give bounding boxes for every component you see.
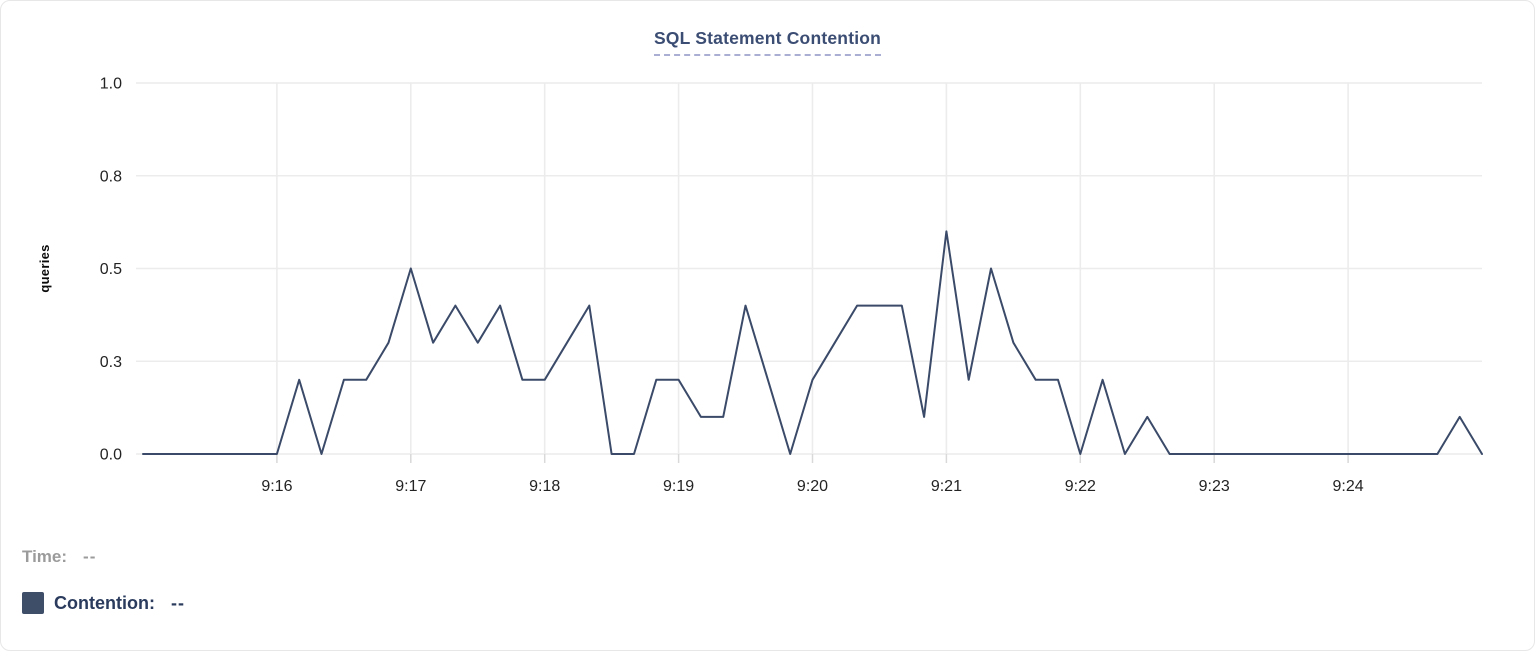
contention-series-swatch [22,592,44,614]
chart-title[interactable]: SQL Statement Contention [653,28,882,56]
svg-text:9:24: 9:24 [1333,478,1364,495]
contention-value: -- [170,592,185,613]
time-value: -- [83,547,97,566]
contention-chart[interactable]: 0.0 0.3 0.5 0.8 1.0 9:16 9:17 9:18 9:19 9:20 9:21 9… [1,1,1535,521]
svg-text:9:23: 9:23 [1199,478,1230,495]
svg-text:9:17: 9:17 [395,478,426,495]
svg-text:9:22: 9:22 [1065,478,1096,495]
contention-label: Contention: [54,592,155,613]
svg-text:queries: queries [37,244,52,292]
svg-text:0.8: 0.8 [100,168,122,185]
svg-text:0.3: 0.3 [100,354,122,371]
svg-text:0.5: 0.5 [100,261,122,278]
svg-text:9:21: 9:21 [931,478,962,495]
svg-text:9:19: 9:19 [663,478,694,495]
svg-text:9:20: 9:20 [797,478,828,495]
svg-text:9:18: 9:18 [529,478,560,495]
legend-contention-row: Contention: -- [22,592,185,614]
svg-text:1.0: 1.0 [100,76,122,93]
chart-header: SQL Statement Contention [1,28,1534,56]
svg-text:0.0: 0.0 [100,447,122,464]
time-label: Time: [22,547,68,566]
legend-time-row: Time: -- [22,547,96,567]
svg-text:9:16: 9:16 [261,478,292,495]
